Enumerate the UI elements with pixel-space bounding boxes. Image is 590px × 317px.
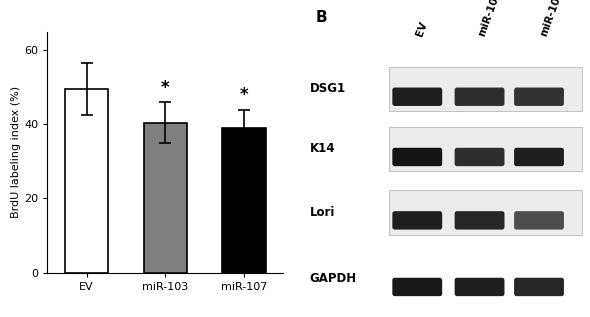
Text: *: * [161, 79, 169, 97]
FancyBboxPatch shape [455, 87, 504, 106]
Text: K14: K14 [310, 142, 335, 156]
FancyBboxPatch shape [392, 87, 442, 106]
FancyBboxPatch shape [514, 278, 564, 296]
FancyBboxPatch shape [514, 148, 564, 166]
FancyBboxPatch shape [392, 148, 442, 166]
Text: *: * [240, 86, 248, 104]
Bar [389, 67, 582, 111]
FancyBboxPatch shape [455, 278, 504, 296]
FancyBboxPatch shape [392, 211, 442, 230]
FancyBboxPatch shape [455, 211, 504, 230]
Y-axis label: BrdU labeling index (%): BrdU labeling index (%) [11, 86, 21, 218]
Text: GAPDH: GAPDH [310, 272, 357, 286]
Text: EV: EV [414, 20, 429, 38]
Text: DSG1: DSG1 [310, 82, 346, 95]
Text: miR-107: miR-107 [539, 0, 565, 38]
Text: miR-103: miR-103 [477, 0, 503, 38]
Bar [222, 128, 266, 273]
Text: B: B [315, 10, 327, 24]
Bar [143, 122, 187, 273]
Bar [389, 190, 582, 235]
FancyBboxPatch shape [455, 148, 504, 166]
Bar [389, 127, 582, 171]
FancyBboxPatch shape [514, 87, 564, 106]
FancyBboxPatch shape [514, 211, 564, 230]
Text: Lori: Lori [310, 206, 335, 219]
FancyBboxPatch shape [392, 278, 442, 296]
Bar [65, 89, 108, 273]
